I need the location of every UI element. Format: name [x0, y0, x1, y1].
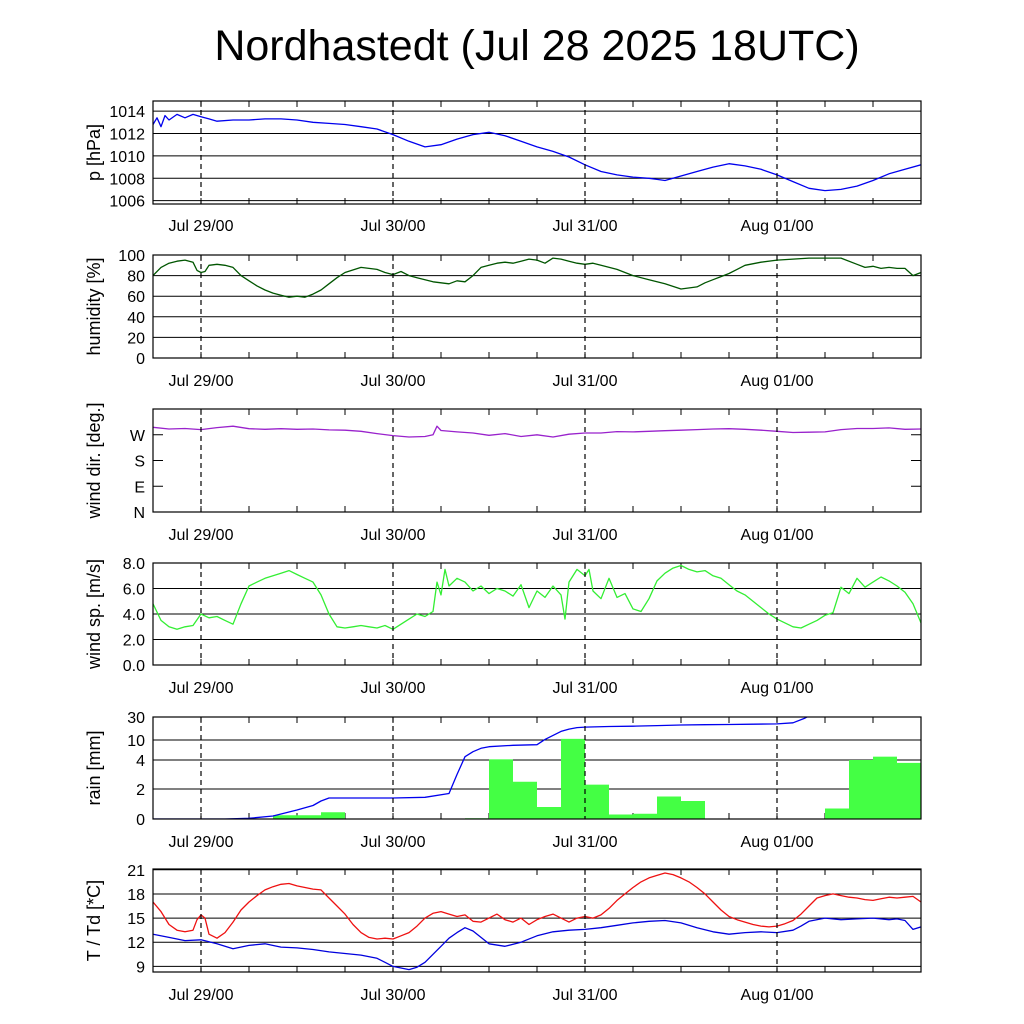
x-tick-label: Jul 29/00	[169, 680, 234, 697]
rain-bar	[633, 813, 657, 819]
y-tick-label: W	[130, 428, 146, 445]
humidity-line	[153, 257, 921, 298]
y-tick-label: 21	[127, 863, 145, 880]
x-tick-label: Jul 31/00	[553, 373, 618, 390]
y-axis-label: T / Td [*C]	[84, 880, 104, 961]
y-tick-label: 9	[136, 959, 145, 976]
x-tick-label: Jul 30/00	[361, 218, 426, 235]
rain-bar	[513, 781, 537, 819]
x-tick-label: Jul 31/00	[553, 527, 618, 544]
y-tick-label: 0	[136, 812, 145, 829]
rain-bar	[537, 807, 561, 819]
y-tick-label: 12	[127, 935, 145, 952]
y-axis-label: wind dir. [deg.]	[84, 402, 104, 519]
x-tick-label: Aug 01/00	[741, 834, 814, 851]
y-tick-label: 1012	[109, 126, 145, 143]
panel-1: 1006 1008 1010 1012 1014 Jul 29/00 Jul 30/00 Ju…	[84, 100, 922, 235]
chart-title: Nordhastedt (Jul 28 2025 18UTC)	[214, 22, 860, 70]
x-tick-label: Jul 29/00	[169, 527, 234, 544]
x-tick-label: Jul 29/00	[169, 373, 234, 390]
x-tick-label: Jul 30/00	[361, 834, 426, 851]
y-tick-label: 20	[127, 330, 145, 347]
y-tick-label: N	[133, 505, 145, 522]
plot-frame	[152, 100, 922, 205]
y-tick-label: 2.0	[123, 633, 145, 650]
y-tick-label: 8.0	[123, 556, 145, 573]
rain-cumulative-line	[153, 717, 809, 819]
y-tick-label: 4	[136, 753, 145, 770]
y-tick-label: 2	[136, 782, 145, 799]
x-tick-label: Aug 01/00	[741, 373, 814, 390]
rain-bar	[681, 801, 705, 819]
x-tick-label: Jul 29/00	[169, 218, 234, 235]
y-tick-label: 4.0	[123, 607, 145, 624]
x-tick-label: Aug 01/00	[741, 987, 814, 1004]
panel-4: 0.0 2.0 4.0 6.0 8.0 Jul 29/00 Jul 30/00 Jul 31/…	[84, 556, 922, 697]
y-tick-label: 6.0	[123, 582, 145, 599]
x-tick-label: Jul 29/00	[169, 987, 234, 1004]
plot-frame	[152, 408, 922, 513]
y-axis-label: wind sp. [m/s]	[84, 559, 104, 670]
x-tick-label: Jul 31/00	[553, 834, 618, 851]
panel-5: 0 2 4 10 30 Jul 29/00 Jul 30/00 Jul 31/00 Aug 01…	[84, 710, 922, 851]
plot-frame	[152, 868, 922, 973]
x-tick-label: Jul 30/00	[361, 373, 426, 390]
rain-bar	[609, 814, 633, 819]
y-tick-label: 80	[127, 269, 145, 286]
y-axis-label: rain [mm]	[84, 730, 104, 805]
rain-bar	[489, 759, 513, 819]
y-tick-label: 100	[118, 248, 145, 265]
plot-frame	[152, 716, 922, 820]
temperature-line	[153, 872, 921, 940]
rain-bar	[273, 815, 297, 819]
plot-frame	[152, 562, 922, 666]
y-tick-label: 30	[127, 710, 145, 727]
y-tick-label: 10	[127, 733, 145, 750]
y-axis-label: humidity [%]	[84, 257, 104, 355]
panel-6: 9 12 15 18 21 Jul 29/00 Jul 30/00 Jul 31/00 Aug …	[84, 863, 922, 1004]
y-tick-label: 40	[127, 310, 145, 327]
x-tick-label: Aug 01/00	[741, 680, 814, 697]
pressure-line	[153, 113, 921, 192]
x-tick-label: Jul 31/00	[553, 987, 618, 1004]
rain-bar	[873, 756, 897, 819]
panel-2: 0 20 40 60 80 100 Jul 29/00 Jul 30/00 Jul 31/00 A…	[84, 248, 922, 390]
rain-bar	[825, 808, 849, 819]
y-tick-label: 1008	[109, 171, 145, 188]
x-tick-label: Jul 31/00	[553, 680, 618, 697]
wind-direction-line	[153, 425, 921, 438]
y-tick-label: 15	[127, 911, 145, 928]
y-axis-label: p [hPa]	[84, 124, 104, 181]
x-tick-label: Aug 01/00	[741, 218, 814, 235]
y-tick-label: 1006	[109, 194, 145, 211]
dewpoint-line	[153, 917, 921, 971]
rain-bar	[297, 815, 321, 819]
rain-bar	[321, 812, 345, 819]
rain-bar	[585, 784, 609, 819]
plot-frame	[152, 254, 922, 359]
y-tick-label: 0.0	[123, 658, 145, 675]
rain-bar	[849, 760, 873, 819]
x-tick-label: Jul 30/00	[361, 987, 426, 1004]
wind-speed-line	[153, 564, 921, 630]
rain-bar	[561, 738, 585, 819]
rain-bar	[657, 796, 681, 819]
rain-bar	[897, 762, 921, 819]
y-tick-label: E	[134, 479, 145, 496]
x-tick-label: Jul 29/00	[169, 834, 234, 851]
x-tick-label: Aug 01/00	[741, 527, 814, 544]
y-tick-label: 60	[127, 289, 145, 306]
y-tick-label: S	[134, 454, 145, 471]
x-tick-label: Jul 31/00	[553, 218, 618, 235]
x-tick-label: Jul 30/00	[361, 527, 426, 544]
y-tick-label: 0	[136, 351, 145, 368]
y-tick-label: 1010	[109, 149, 145, 166]
x-tick-label: Jul 30/00	[361, 680, 426, 697]
y-tick-label: 1014	[109, 104, 145, 121]
y-tick-label: 18	[127, 887, 145, 904]
